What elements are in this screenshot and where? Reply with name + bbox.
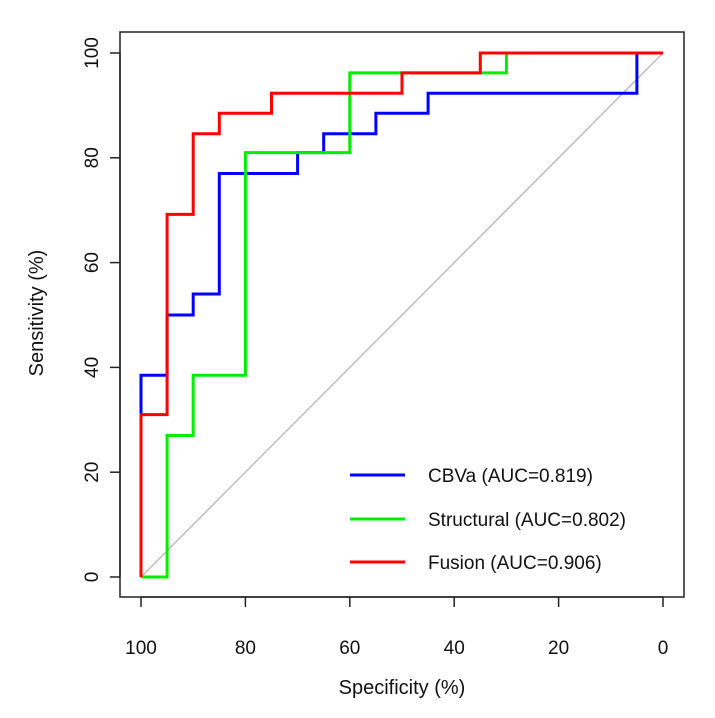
y-tick-label: 0 [82, 572, 103, 583]
x-tick-label: 60 [339, 638, 360, 659]
x-tick-label: 100 [125, 638, 157, 659]
y-tick-label: 20 [82, 462, 103, 483]
x-tick-label: 20 [548, 638, 569, 659]
series-layer [139, 51, 663, 579]
y-tick-label: 100 [82, 37, 103, 69]
y-axis-title: Sensitivity (%) [26, 250, 48, 377]
x-tick-label: 0 [658, 638, 669, 659]
x-axis-title: Specificity (%) [339, 677, 466, 699]
series-line-fusion [139, 51, 663, 577]
legend-label-fusion: Fusion (AUC=0.906) [428, 553, 602, 574]
x-tick-label: 80 [235, 638, 256, 659]
y-tick-label: 80 [82, 147, 103, 168]
x-tick-label: 40 [444, 638, 465, 659]
x-axis: 100 80 60 40 20 0 [125, 596, 669, 659]
reference-diagonal-layer [140, 52, 664, 578]
legend: CBVa (AUC=0.819) Structural (AUC=0.802) Fu… [350, 466, 626, 574]
legend-label-structural: Structural (AUC=0.802) [428, 510, 626, 531]
y-axis: 0 20 40 60 80 100 [82, 37, 121, 583]
legend-label-cbva: CBVa (AUC=0.819) [428, 466, 593, 487]
series-line-structural [141, 51, 663, 579]
reference-diagonal-line [140, 52, 664, 578]
y-tick-label: 60 [82, 252, 103, 273]
y-tick-label: 40 [82, 357, 103, 378]
